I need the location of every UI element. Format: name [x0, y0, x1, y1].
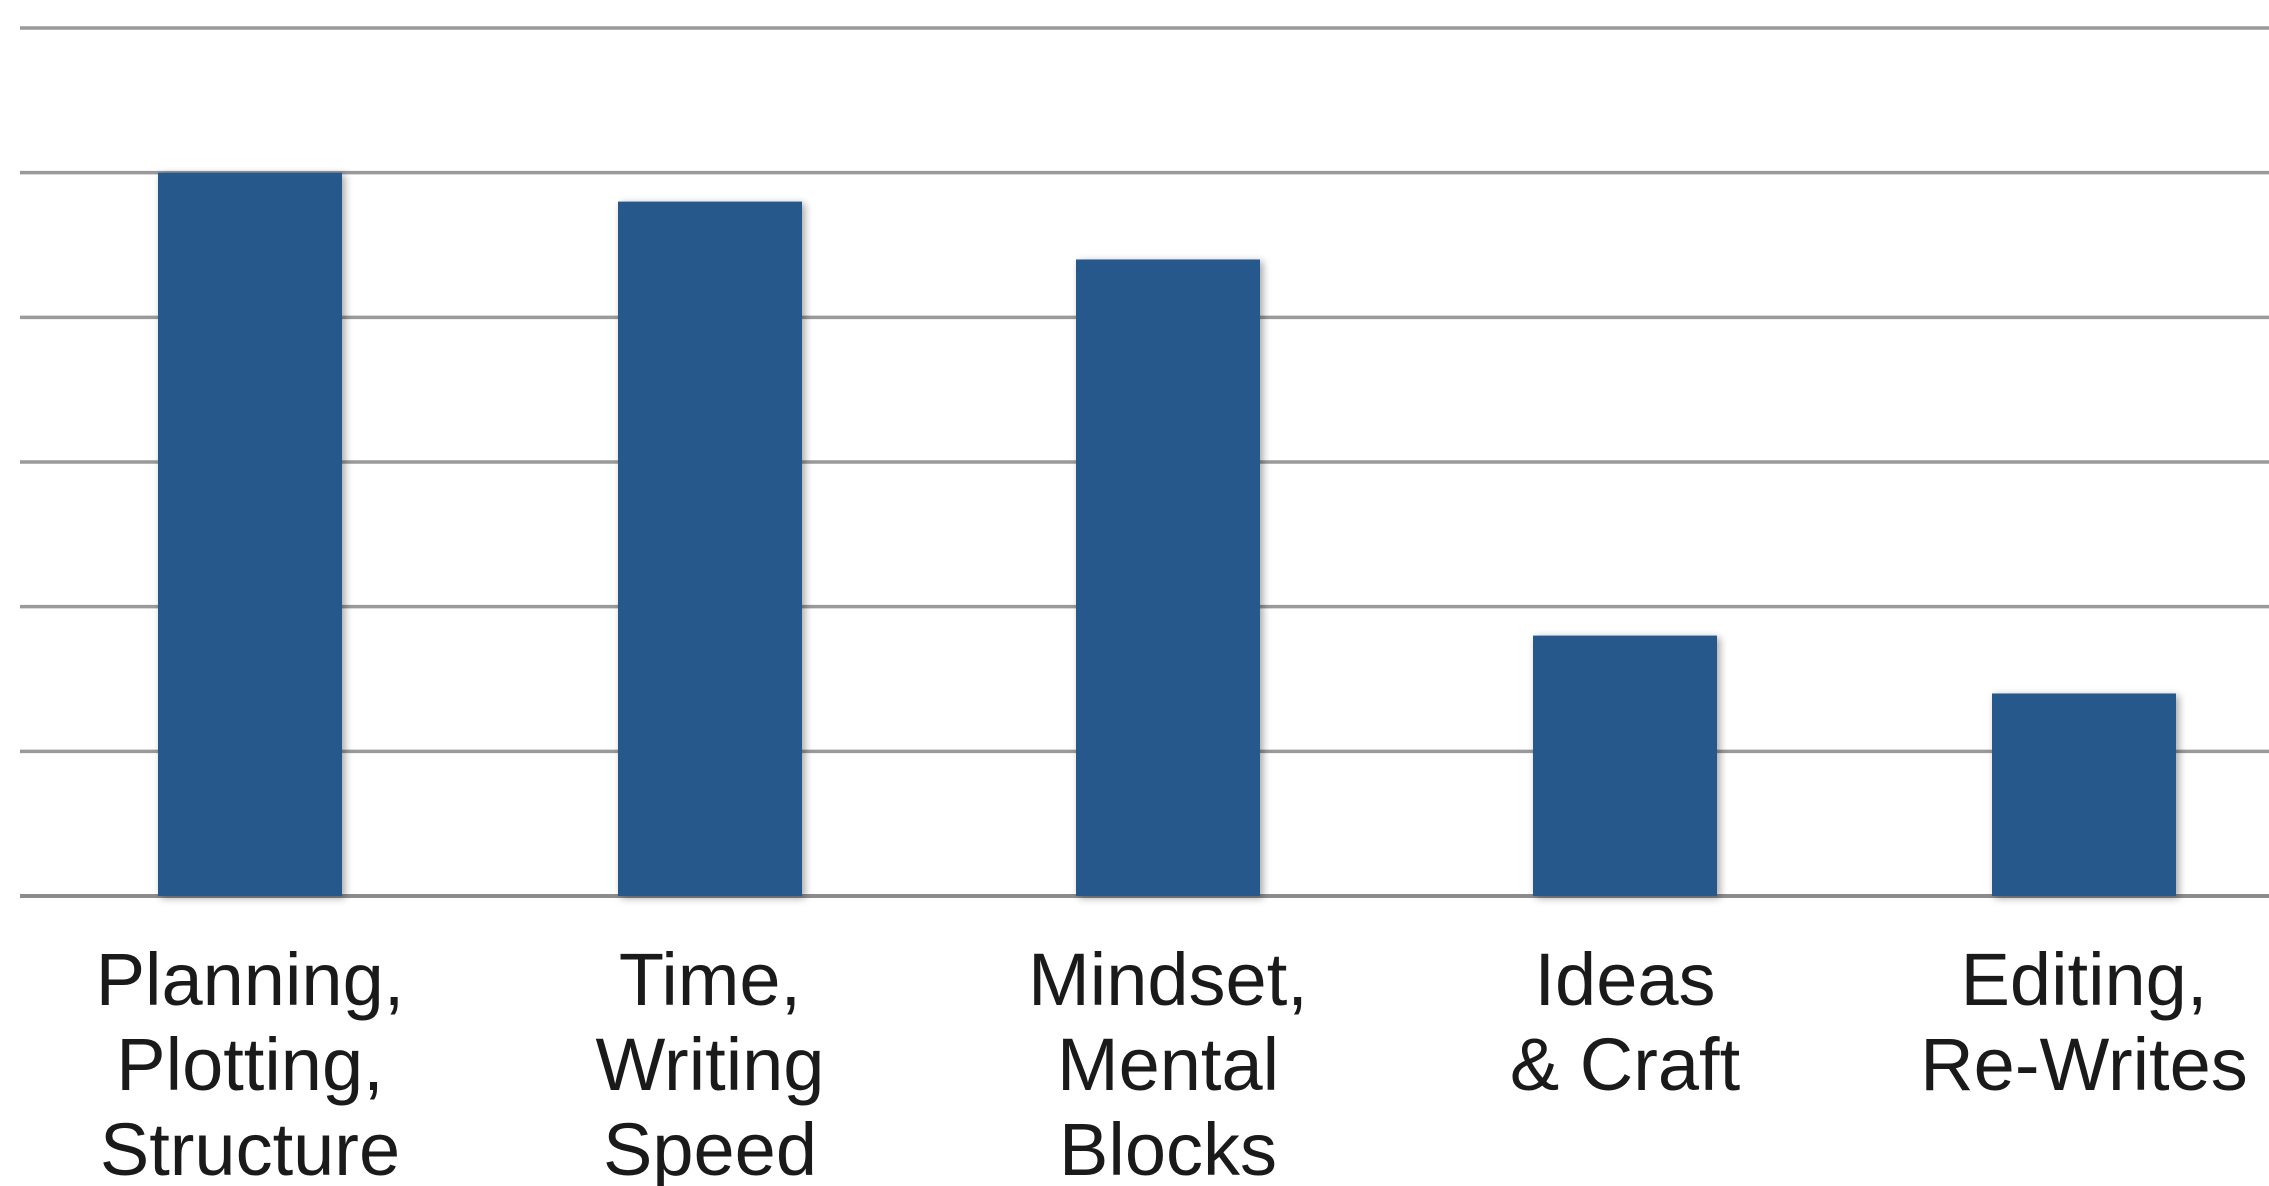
category-label-2: Time, Writing Speed [596, 938, 825, 1186]
bar-5 [1992, 693, 2176, 896]
bar-4 [1533, 635, 1717, 896]
category-label-line: Re-Writes [1920, 1023, 2248, 1106]
category-label-line: & Craft [1510, 1023, 1741, 1106]
category-label-3: Mindset, Mental Blocks [1028, 938, 1308, 1186]
category-label-line: Editing, [1961, 938, 2208, 1021]
category-label-5: Editing, Re-Writes [1920, 938, 2248, 1106]
category-label-4: Ideas & Craft [1510, 938, 1741, 1106]
category-label-1: Planning, Plotting, Structure [96, 938, 405, 1186]
category-label-line: Mental [1057, 1023, 1279, 1106]
category-label-line: Writing [596, 1023, 825, 1106]
category-label-line: Blocks [1059, 1108, 1277, 1186]
bar-3 [1076, 259, 1260, 896]
category-label-line: Planning, [96, 938, 405, 1021]
category-label-line: Ideas [1534, 938, 1715, 1021]
category-label-line: Time, [619, 938, 801, 1021]
category-label-line: Speed [603, 1108, 817, 1186]
category-label-line: Plotting, [116, 1023, 383, 1106]
bars [158, 172, 2176, 897]
category-label-line: Mindset, [1028, 938, 1308, 1021]
bar-1 [158, 172, 342, 896]
bar-2 [618, 201, 802, 897]
category-label-line: Structure [100, 1108, 400, 1186]
